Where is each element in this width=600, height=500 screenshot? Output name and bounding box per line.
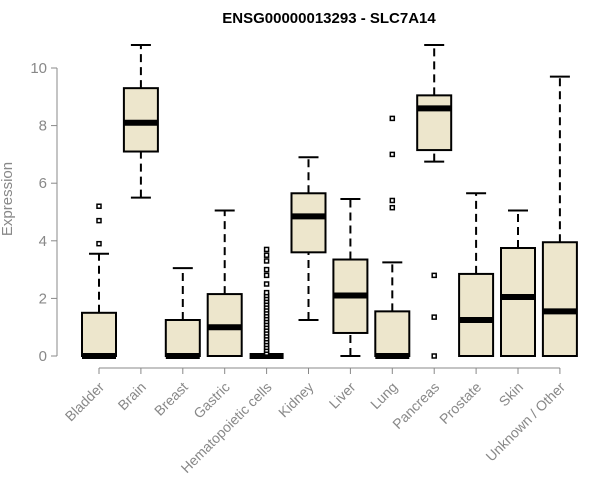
outlier-point	[263, 272, 270, 279]
outlier-point	[263, 266, 270, 273]
outlier-point	[263, 246, 270, 253]
outlier-point	[263, 252, 270, 258]
box-lung	[374, 115, 411, 359]
box-body	[164, 319, 201, 357]
box-body	[416, 94, 453, 152]
box-body	[541, 241, 578, 358]
y-tick-label: 8	[39, 118, 47, 135]
box-gastric	[206, 209, 243, 357]
x-tick-label: Breast	[151, 379, 191, 419]
x-tick-label: Skin	[496, 379, 527, 410]
x-tick-label: Lung	[367, 379, 400, 412]
outlier-point	[431, 353, 437, 359]
y-axis-label: Expression	[0, 162, 16, 236]
x-tick-label: Bladder	[62, 379, 108, 425]
x-tick-label: Pancreas	[389, 379, 442, 432]
box-liver	[332, 198, 369, 357]
outlier-point	[431, 272, 437, 279]
outlier-point	[389, 151, 396, 158]
box-bladder	[81, 203, 117, 359]
box-skin	[500, 209, 536, 357]
y-axis: 0 2 4 6 8 10	[30, 60, 58, 365]
outlier-point	[389, 197, 396, 204]
outlier-point	[263, 289, 270, 296]
x-tick-label: Liver	[326, 379, 359, 412]
outlier-point	[431, 314, 437, 320]
outlier-point	[263, 258, 270, 264]
y-tick-label: 0	[39, 348, 47, 365]
box-body	[458, 272, 495, 358]
box-brain	[122, 43, 159, 199]
box-body	[374, 310, 411, 357]
y-tick-label: 10	[30, 60, 47, 77]
box-series	[81, 43, 578, 359]
outlier-point	[96, 217, 102, 224]
box-prostate	[458, 192, 495, 358]
outlier-point	[96, 240, 102, 247]
outlier-point	[389, 115, 396, 122]
y-tick-label: 4	[39, 233, 47, 250]
y-tick-label: 6	[39, 175, 47, 192]
y-tick-label: 2	[39, 290, 47, 307]
box-kidney	[290, 156, 327, 321]
x-tick-label: Brain	[115, 379, 149, 413]
outlier-point	[96, 203, 102, 209]
box-body	[81, 311, 117, 357]
chart-title: ENSG00000013293 - SLC7A14	[222, 10, 436, 27]
box-unknown-other	[541, 75, 578, 358]
outlier-point	[389, 204, 396, 211]
box-body	[290, 192, 327, 254]
box-body	[500, 247, 536, 357]
x-tick-label: Prostate	[436, 379, 484, 427]
x-tick-label: Unknown / Other	[482, 379, 568, 465]
box-breast	[164, 267, 201, 359]
x-tick-label: Kidney	[275, 379, 317, 421]
box-hematopoietic-cells	[249, 246, 284, 359]
outlier-point	[263, 281, 270, 287]
box-pancreas	[416, 43, 453, 359]
